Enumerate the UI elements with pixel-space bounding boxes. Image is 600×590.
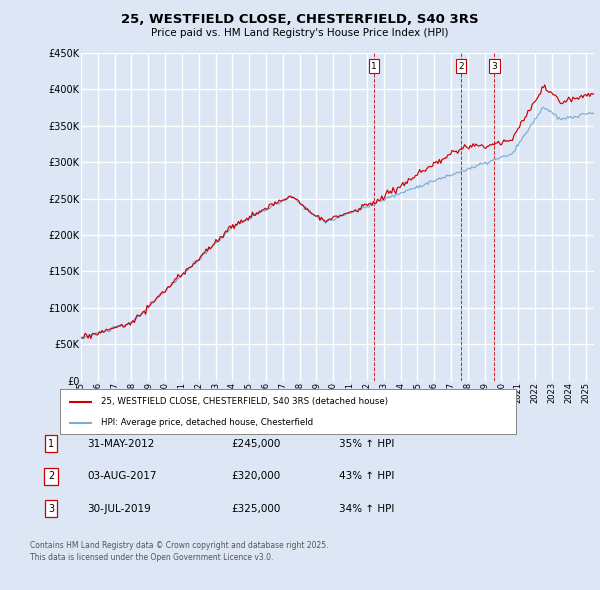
Text: 25, WESTFIELD CLOSE, CHESTERFIELD, S40 3RS: 25, WESTFIELD CLOSE, CHESTERFIELD, S40 3… <box>121 13 479 26</box>
Text: 3: 3 <box>48 504 54 513</box>
Text: Contains HM Land Registry data © Crown copyright and database right 2025.: Contains HM Land Registry data © Crown c… <box>30 541 329 550</box>
Text: 43% ↑ HPI: 43% ↑ HPI <box>339 471 394 481</box>
Text: 03-AUG-2017: 03-AUG-2017 <box>87 471 157 481</box>
Text: This data is licensed under the Open Government Licence v3.0.: This data is licensed under the Open Gov… <box>30 553 274 562</box>
Text: 2: 2 <box>48 471 54 481</box>
Text: 3: 3 <box>491 62 497 71</box>
Text: 30-JUL-2019: 30-JUL-2019 <box>87 504 151 513</box>
Text: £320,000: £320,000 <box>231 471 280 481</box>
Text: 1: 1 <box>48 439 54 448</box>
Text: 34% ↑ HPI: 34% ↑ HPI <box>339 504 394 513</box>
Text: 25, WESTFIELD CLOSE, CHESTERFIELD, S40 3RS (detached house): 25, WESTFIELD CLOSE, CHESTERFIELD, S40 3… <box>101 397 388 407</box>
Text: £325,000: £325,000 <box>231 504 280 513</box>
Text: 35% ↑ HPI: 35% ↑ HPI <box>339 439 394 448</box>
Text: £245,000: £245,000 <box>231 439 280 448</box>
Text: 1: 1 <box>371 62 377 71</box>
Text: 31-MAY-2012: 31-MAY-2012 <box>87 439 154 448</box>
Text: HPI: Average price, detached house, Chesterfield: HPI: Average price, detached house, Ches… <box>101 418 313 427</box>
Text: Price paid vs. HM Land Registry's House Price Index (HPI): Price paid vs. HM Land Registry's House … <box>151 28 449 38</box>
Text: 2: 2 <box>458 62 464 71</box>
